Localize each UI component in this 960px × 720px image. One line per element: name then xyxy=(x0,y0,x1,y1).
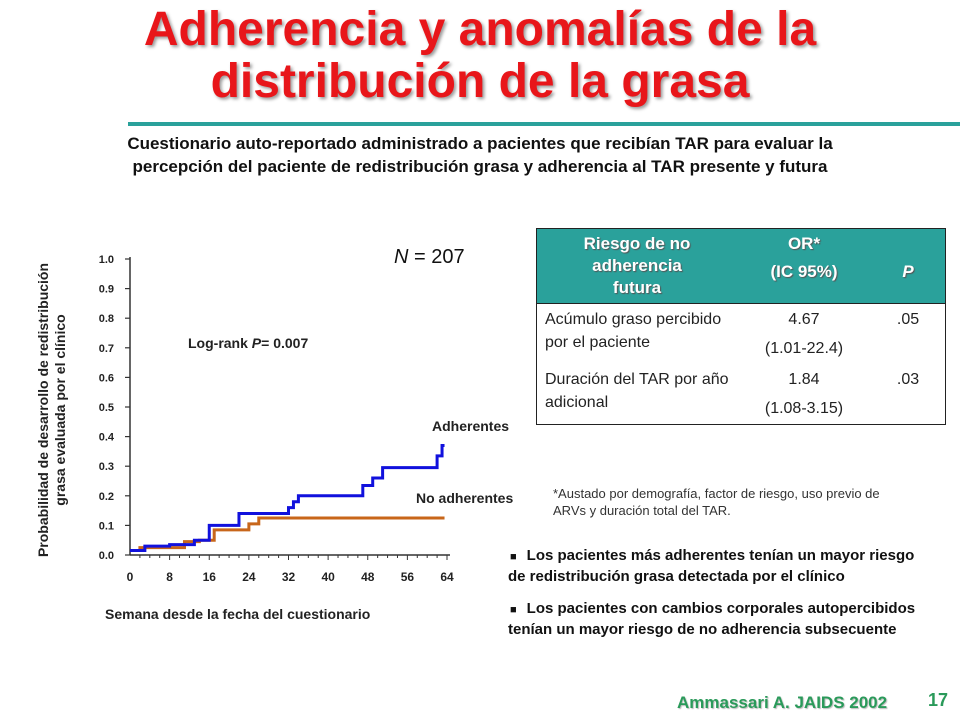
row-p-value: .05 xyxy=(871,303,946,364)
row-label: Acúmulo graso percibido por el paciente xyxy=(536,303,737,364)
series-line-adherentes xyxy=(130,443,445,553)
row-or: 4.67 (1.01-22.4) xyxy=(737,303,871,364)
row-or-value: 4.67 xyxy=(788,311,820,328)
logrank-p-symbol: P xyxy=(251,335,262,351)
sample-size-value: = 207 xyxy=(414,246,465,268)
square-bullet-icon: ■ xyxy=(510,604,517,616)
y-tick-label: 0.9 xyxy=(99,284,114,296)
title-line-1: Adherencia y anomalías de la xyxy=(143,3,817,56)
y-tick-label: 0.2 xyxy=(99,491,114,503)
header-risk: Riesgo de no adherencia futura xyxy=(536,228,737,304)
logrank-annotation: Log-rank P= 0.007 xyxy=(188,335,308,351)
logrank-value: = 0.007 xyxy=(261,335,309,351)
y-tick-label: 0.4 xyxy=(99,432,115,444)
header-or-line-2: (IC 95%) xyxy=(770,262,838,281)
y-tick-label: 0.5 xyxy=(99,402,114,414)
row-label: Duración del TAR por año adicional xyxy=(545,371,729,411)
citation: Ammassari A. JAIDS 2002 xyxy=(677,693,888,712)
slide-subtitle: Cuestionario auto-reportado administrado… xyxy=(127,134,833,176)
y-tick-label: 0.8 xyxy=(99,313,114,325)
y-tick-label: 0.0 xyxy=(99,550,114,562)
header-risk-line-3: futura xyxy=(612,278,662,297)
header-or-line-1: OR* xyxy=(787,234,821,253)
table-header-row: Riesgo de no adherencia futura OR* (IC 9… xyxy=(536,228,946,304)
list-item: ■ Los pacientes con cambios corporales au… xyxy=(508,599,923,640)
header-risk-line-2: adherencia xyxy=(592,256,682,275)
y-tick-label: 1.0 xyxy=(99,254,114,266)
series-label-no-adherentes: No adherentes xyxy=(416,490,514,506)
table-row: Acúmulo graso percibido por el paciente … xyxy=(536,303,946,364)
slide-title: Adherencia y anomalías de la distribució… xyxy=(0,4,960,108)
x-tick-label: 24 xyxy=(242,570,256,584)
title-line-2: distribución de la grasa xyxy=(210,55,750,108)
y-tick-label: 0.3 xyxy=(99,461,114,473)
page-number: 17 xyxy=(928,690,949,710)
x-tick-label: 56 xyxy=(401,570,415,584)
x-tick-label: 64 xyxy=(440,570,454,584)
table-row: Duración del TAR por año adicional 1.84 … xyxy=(537,364,946,425)
sample-size-symbol: N xyxy=(394,246,409,268)
header-p: P xyxy=(871,228,946,304)
sample-size-label: N = 207 xyxy=(394,246,465,269)
x-tick-label: 0 xyxy=(127,570,134,584)
list-item: ■ Los pacientes más adherentes tenían un … xyxy=(508,546,923,587)
key-findings-list: ■ Los pacientes más adherentes tenían un … xyxy=(508,546,923,652)
table-footnote: *Austado por demografía, factor de riesg… xyxy=(553,486,880,518)
x-tick-label: 8 xyxy=(166,570,173,584)
row-or: 1.84 (1.08-3.15) xyxy=(737,364,871,425)
header-or: OR* (IC 95%) xyxy=(737,228,871,304)
series-label-adherentes: Adherentes xyxy=(432,418,510,434)
row-ci-value: (1.08-3.15) xyxy=(764,400,844,417)
x-tick-label: 16 xyxy=(203,570,217,584)
kaplan-meier-chart: 0.0 0.1 0.2 0.3 0.4 0.5 0.6 0.7 0.8 0.9 1.0 0 8 16 24 3… xyxy=(99,254,454,584)
y-tick-label: 0.7 xyxy=(99,343,114,355)
title-divider xyxy=(128,122,960,126)
bullet-text: Los pacientes con cambios corporales aut… xyxy=(508,600,916,638)
odds-ratio-table: Riesgo de no adherencia futura OR* (IC 9… xyxy=(536,228,946,425)
y-tick-label: 0.6 xyxy=(99,372,114,384)
bullet-text: Los pacientes más adherentes tenían un m… xyxy=(508,547,915,585)
row-p-value: .03 xyxy=(896,371,920,388)
chart-x-axis-label: Semana desde la fecha del cuestionario xyxy=(105,606,371,622)
header-risk-line-1: Riesgo de no xyxy=(583,234,691,253)
x-tick-label: 48 xyxy=(361,570,375,584)
row-or-value: 1.84 xyxy=(788,371,820,388)
y-tick-label: 0.1 xyxy=(99,520,114,532)
square-bullet-icon: ■ xyxy=(510,551,517,563)
logrank-prefix: Log-rank xyxy=(188,335,252,351)
x-tick-label: 32 xyxy=(282,570,296,584)
x-tick-label: 40 xyxy=(321,570,335,584)
row-ci-value: (1.01-22.4) xyxy=(764,340,844,357)
